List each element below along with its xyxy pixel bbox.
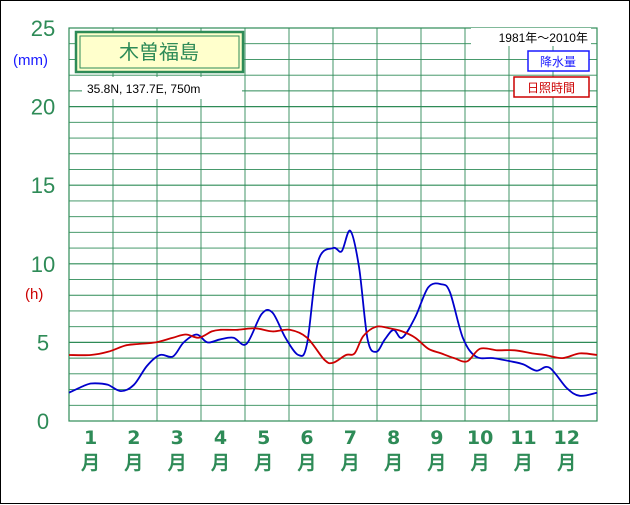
month-number: 2 (127, 427, 140, 449)
month-suffix: 月 (340, 452, 360, 474)
month-suffix: 月 (167, 452, 187, 474)
month-suffix: 月 (210, 452, 230, 474)
month-suffix: 月 (556, 452, 576, 474)
month-number: 3 (171, 427, 184, 449)
sunshine-line (68, 325, 598, 365)
y-tick-label: 0 (37, 409, 49, 434)
y-tick-label: 15 (31, 173, 55, 198)
period-label: 1981年〜2010年 (499, 31, 588, 45)
month-suffix: 月 (426, 452, 446, 474)
legend-precip: 降水量 (540, 55, 576, 69)
unit-sun-label: (h) (25, 286, 43, 303)
month-suffix: 月 (297, 452, 317, 474)
station-coords: 35.8N, 137.7E, 750m (87, 82, 200, 96)
y-tick-label: 25 (31, 16, 55, 41)
month-number: 1 (84, 427, 97, 449)
y-tick-label: 5 (37, 330, 49, 355)
month-number: 5 (257, 427, 270, 449)
legend-sun: 日照時間 (527, 81, 575, 95)
month-number: 8 (387, 427, 400, 449)
month-suffix: 月 (383, 452, 403, 474)
period-bg (471, 28, 591, 46)
legend-sun-box (513, 76, 590, 98)
y-tick-label: 10 (31, 252, 55, 277)
unit-precip-label: (mm) (13, 52, 48, 69)
station-name: 木曽福島 (119, 40, 199, 64)
legend-precip-box (527, 50, 590, 72)
station-box-inner (79, 35, 240, 69)
legend: 降水量 日照時間 (513, 50, 590, 98)
station-box-frame (74, 30, 245, 74)
precipitation-line (68, 229, 598, 397)
month-number: 7 (344, 427, 357, 449)
month-suffix: 月 (123, 452, 143, 474)
month-number: 12 (553, 427, 579, 449)
month-number: 11 (510, 427, 536, 449)
y-tick-labels: 0 5 10 15 20 25 (31, 16, 55, 434)
month-number: 6 (300, 427, 313, 449)
month-labels: 1 月 2 月 3 月 4 月 5 月 6 月 7 月 8 月 9 月 10 月 11 月 12 月 (80, 427, 580, 474)
month-number: 10 (467, 427, 493, 449)
month-suffix: 月 (513, 452, 533, 474)
month-suffix: 月 (470, 452, 490, 474)
month-suffix: 月 (80, 452, 100, 474)
coords-bg (82, 77, 242, 99)
month-number: 9 (430, 427, 443, 449)
month-suffix: 月 (253, 452, 273, 474)
month-number: 4 (214, 427, 227, 449)
y-tick-label: 20 (31, 95, 55, 120)
series (68, 229, 598, 397)
station-box: 木曽福島 (74, 30, 245, 74)
